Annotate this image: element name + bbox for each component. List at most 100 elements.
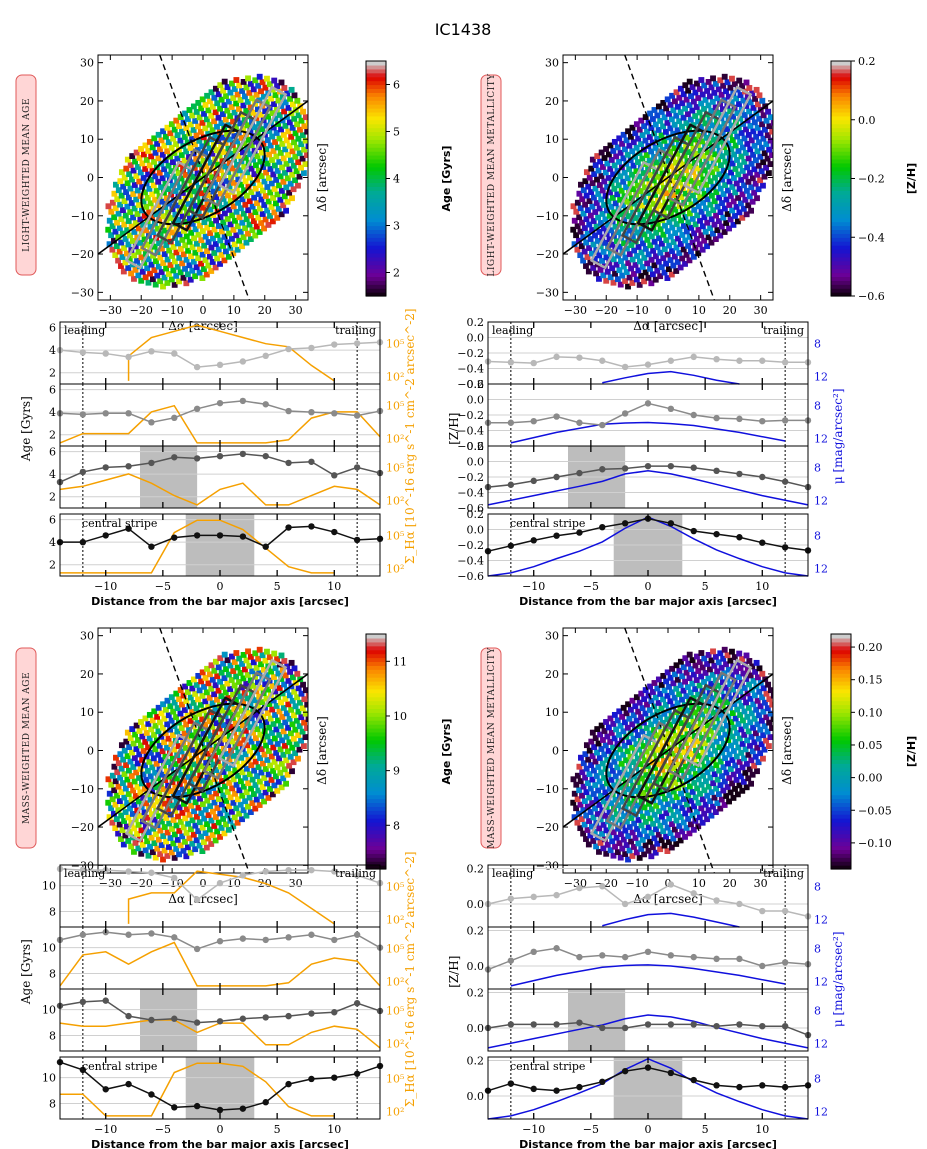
x-tick-label: −5 [155,1123,171,1136]
profile-point [599,883,606,890]
map-pixel [181,157,188,164]
y-tick-label: 20 [545,668,559,681]
map-pixel [264,75,270,82]
colorbar-segment [831,771,851,776]
map-pixel [153,784,160,791]
map-pixel [105,776,112,783]
profile-point [216,399,224,407]
map-pixel [121,174,128,181]
map-pixel [153,211,160,218]
map-pixel [112,801,119,808]
map-pixel [226,803,232,810]
map-pixel [184,271,191,278]
map-pixel [759,121,766,128]
map-pixel [146,209,153,216]
map-pixel [729,160,736,167]
map-pixel [724,79,731,86]
map-pixel [667,698,674,705]
map-pixel [643,199,650,205]
profile-point [285,524,292,531]
map-pixel [580,210,587,217]
map-pixel [204,248,210,254]
profile-point [353,464,361,471]
map-pixel [627,157,634,164]
map-pixel [168,144,175,151]
map-pixel [113,181,119,188]
map-pixel [625,856,631,863]
map-pixel [725,666,732,673]
map-pixel [289,721,296,728]
y-tick-label: 10 [545,133,559,146]
map-pixel [669,665,676,672]
y2-tick-label: 10⁵ [386,943,404,956]
map-pixel [148,834,155,841]
map-pixel [659,146,666,153]
map-pixel [148,749,154,756]
map-pixel [674,150,681,157]
map-pixel [234,91,241,98]
map-pixel [140,174,147,181]
map-pixel [691,206,698,213]
colorbar-segment [366,151,386,156]
x-tick-label: −20 [130,877,153,890]
map-pixel [674,259,681,265]
map-pixel [248,738,255,745]
x-tick-label: −10 [161,304,184,317]
map-pixel [708,84,715,91]
map-pixel [668,844,675,851]
map-pixel [636,150,643,157]
map-pixel [217,678,224,685]
map-pixel [681,176,688,182]
map-pixel [170,817,177,823]
map-pixel [225,718,232,725]
map-pixel [186,726,192,733]
map-pixel [669,92,676,99]
map-pixel [658,155,665,162]
panel-badge-text: MASS-WEIGHTED MEAN METALLICITY [487,647,497,849]
colorbar-segment [366,657,386,663]
map-pixel [292,153,299,160]
map-pixel [594,176,600,183]
map-pixel [229,785,236,792]
colorbar-tick-label: 0.2 [858,55,876,68]
map-pixel [589,776,596,783]
y2-tick-label: 10² [386,495,404,508]
y-tick-label: −10 [71,783,94,796]
map-pixel [596,848,602,855]
map-pixel [217,763,224,770]
map-pixel [598,173,605,179]
map-pixel [637,211,644,218]
map-pixel [296,746,303,753]
map-pixel [573,208,580,215]
profile-point [331,1074,338,1081]
map-pixel [600,737,606,743]
map-pixel [638,226,645,232]
map-pixel [192,822,199,829]
profile-point [102,350,109,357]
map-pixel [699,796,706,803]
map-pixel [657,846,664,853]
map-pixel [613,261,620,268]
map-pixel [261,798,267,805]
map-pixel [295,732,302,739]
map-pixel [677,837,684,844]
map-pixel [282,146,289,153]
map-pixel [221,722,227,728]
map-pixel [711,221,718,228]
map-pixel [252,805,259,812]
map-pixel [220,219,227,226]
x-tick-label: −5 [583,1123,599,1136]
map-pixel [752,180,759,187]
map-pixel [113,816,120,823]
colorbar-frame [365,633,387,870]
map-pixel [132,158,139,165]
map-pixel [594,153,601,160]
map-pixel [154,845,161,852]
map-pixel [273,153,280,160]
map-pixel [134,257,140,264]
map-pixel [705,652,712,658]
map-pixel [231,86,238,92]
map-pixel [715,86,722,93]
map-pixel [183,829,190,836]
